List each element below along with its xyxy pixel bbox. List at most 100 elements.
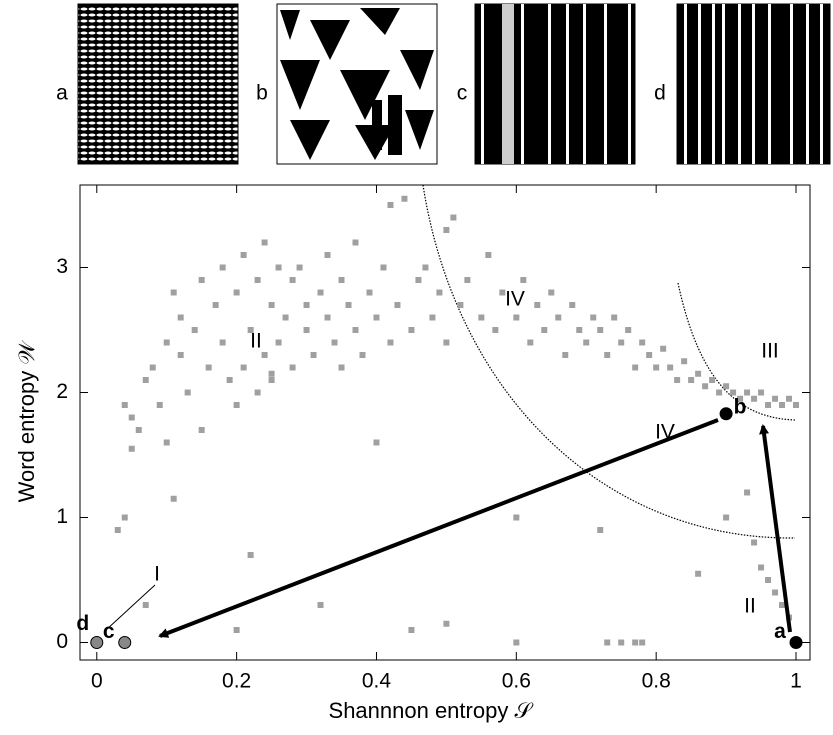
point bbox=[275, 339, 282, 346]
arrow bbox=[158, 418, 719, 638]
point bbox=[212, 302, 219, 308]
x-tick-label: 0.4 bbox=[362, 670, 392, 693]
point-label: c bbox=[103, 620, 115, 643]
point bbox=[758, 389, 765, 396]
point bbox=[779, 402, 786, 408]
region-label: I bbox=[154, 563, 160, 586]
point bbox=[184, 389, 191, 396]
point bbox=[436, 289, 443, 296]
point bbox=[240, 364, 247, 371]
point bbox=[135, 427, 142, 433]
point bbox=[457, 302, 464, 308]
arrow bbox=[105, 584, 156, 631]
point bbox=[618, 339, 625, 346]
region-label: IV bbox=[655, 421, 675, 444]
x-tick-label: 0 bbox=[91, 670, 103, 693]
point bbox=[345, 302, 352, 308]
point bbox=[296, 264, 303, 271]
point bbox=[772, 395, 779, 402]
point bbox=[198, 277, 205, 283]
plot-frame bbox=[79, 184, 811, 661]
point bbox=[604, 352, 611, 358]
region-label: III bbox=[761, 340, 779, 363]
point bbox=[548, 289, 555, 296]
thumb-a bbox=[77, 3, 239, 165]
highlight-point bbox=[118, 636, 132, 649]
point bbox=[163, 439, 170, 446]
thumb-d bbox=[676, 3, 831, 165]
point bbox=[289, 277, 296, 283]
point bbox=[191, 327, 198, 333]
point bbox=[268, 377, 275, 383]
point bbox=[338, 277, 345, 283]
thumb-c bbox=[474, 3, 636, 165]
boundary-curve bbox=[422, 184, 796, 539]
highlight-point bbox=[90, 636, 104, 649]
point bbox=[324, 252, 331, 258]
point bbox=[394, 302, 401, 308]
point bbox=[254, 277, 261, 283]
point-label: b bbox=[734, 395, 747, 418]
x-tick-label: 0.2 bbox=[222, 670, 251, 693]
point bbox=[765, 577, 772, 583]
point bbox=[443, 339, 450, 346]
point bbox=[443, 227, 450, 233]
point bbox=[149, 364, 156, 371]
point bbox=[366, 289, 373, 296]
point bbox=[163, 339, 170, 346]
point bbox=[562, 352, 569, 358]
point bbox=[198, 427, 205, 433]
point bbox=[492, 327, 499, 333]
point bbox=[177, 352, 184, 358]
highlight-point bbox=[719, 407, 733, 421]
point bbox=[702, 383, 709, 390]
point bbox=[758, 564, 765, 571]
point bbox=[415, 277, 422, 283]
thumb-b bbox=[276, 3, 438, 165]
point bbox=[534, 302, 541, 308]
panel-label: a bbox=[56, 82, 68, 105]
point bbox=[604, 639, 611, 646]
point bbox=[303, 327, 310, 333]
point bbox=[485, 252, 492, 258]
point bbox=[324, 314, 331, 321]
point bbox=[352, 327, 359, 333]
x-tick-label: 0.6 bbox=[502, 670, 531, 693]
point bbox=[387, 202, 394, 208]
point bbox=[226, 377, 233, 383]
point bbox=[751, 395, 758, 402]
highlight-point bbox=[789, 636, 803, 649]
point bbox=[114, 527, 121, 533]
thumbnails: a b c d bbox=[56, 3, 831, 165]
point bbox=[121, 514, 128, 521]
point bbox=[240, 252, 247, 258]
point-label: d bbox=[76, 612, 89, 635]
x-axis-label: Shannnon entropy 𝒮 bbox=[329, 698, 534, 723]
point bbox=[268, 302, 275, 308]
point bbox=[618, 639, 625, 646]
point bbox=[478, 314, 485, 321]
point bbox=[331, 339, 338, 346]
point bbox=[541, 327, 548, 333]
point bbox=[401, 195, 408, 202]
point bbox=[709, 377, 716, 383]
arrow bbox=[759, 424, 792, 633]
point bbox=[317, 289, 324, 296]
region-label: IV bbox=[505, 288, 525, 311]
point bbox=[450, 214, 457, 221]
point bbox=[744, 489, 751, 496]
point bbox=[142, 377, 149, 383]
point bbox=[275, 264, 282, 271]
point bbox=[723, 514, 730, 521]
point bbox=[156, 402, 163, 408]
point bbox=[128, 414, 135, 421]
point bbox=[338, 364, 345, 371]
point bbox=[380, 264, 387, 271]
point bbox=[744, 389, 751, 396]
point bbox=[429, 314, 436, 321]
point bbox=[639, 639, 646, 646]
y-tick-label: 1 bbox=[56, 505, 68, 528]
point bbox=[667, 364, 674, 371]
point bbox=[219, 339, 226, 346]
point bbox=[695, 370, 702, 377]
